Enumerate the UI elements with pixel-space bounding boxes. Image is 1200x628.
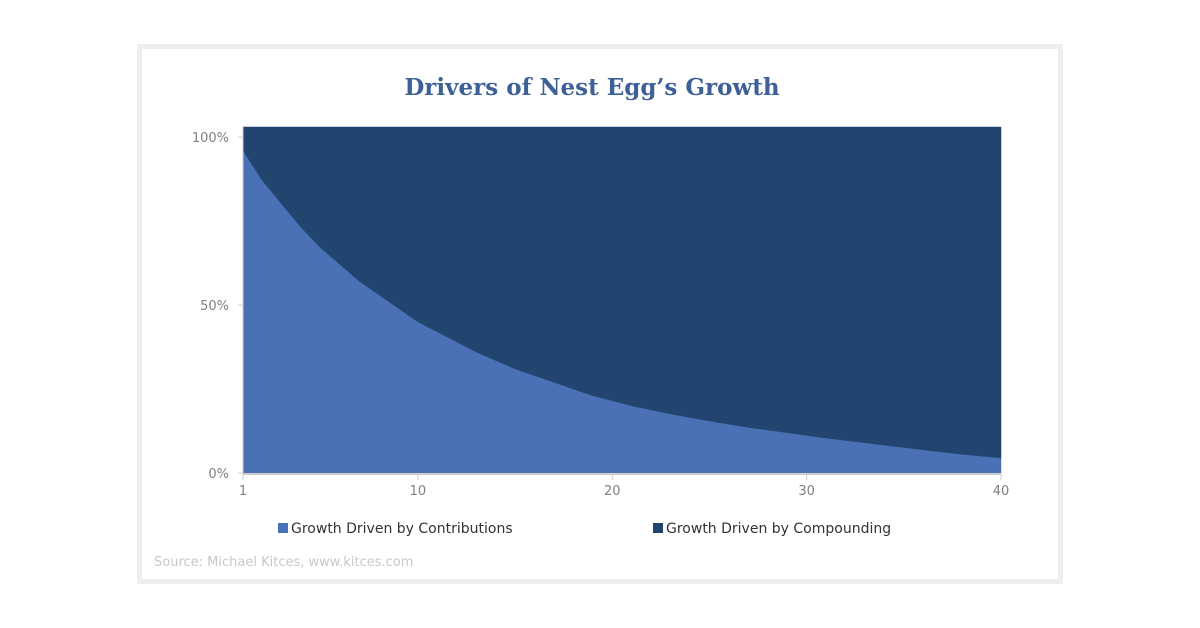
- series-area-2: [242, 126, 1002, 459]
- x-tick-label: 1: [239, 484, 247, 499]
- y-tick-label: 0%: [208, 467, 229, 482]
- legend-swatch-1: [278, 523, 288, 533]
- x-tick-label: 20: [604, 484, 621, 499]
- y-tick-label: 50%: [200, 299, 229, 314]
- x-tick-label: 40: [993, 484, 1010, 499]
- plot-area: [242, 126, 1002, 474]
- x-tick-label: 30: [798, 484, 815, 499]
- y-tick-label: 100%: [192, 131, 229, 146]
- source-note: Source: Michael Kitces, www.kitces.com: [154, 555, 414, 570]
- axes: 0% 50% 100% 1 10 20 30 40: [192, 127, 1009, 499]
- legend-swatch-2: [653, 523, 663, 533]
- legend-label-2: Growth Driven by Compounding: [666, 521, 891, 537]
- legend: Growth Driven by Contributions Growth Dri…: [278, 521, 891, 537]
- chart-title: Drivers of Nest Egg’s Growth: [404, 74, 780, 101]
- x-tick-label: 10: [410, 484, 427, 499]
- legend-label-1: Growth Driven by Contributions: [291, 521, 513, 537]
